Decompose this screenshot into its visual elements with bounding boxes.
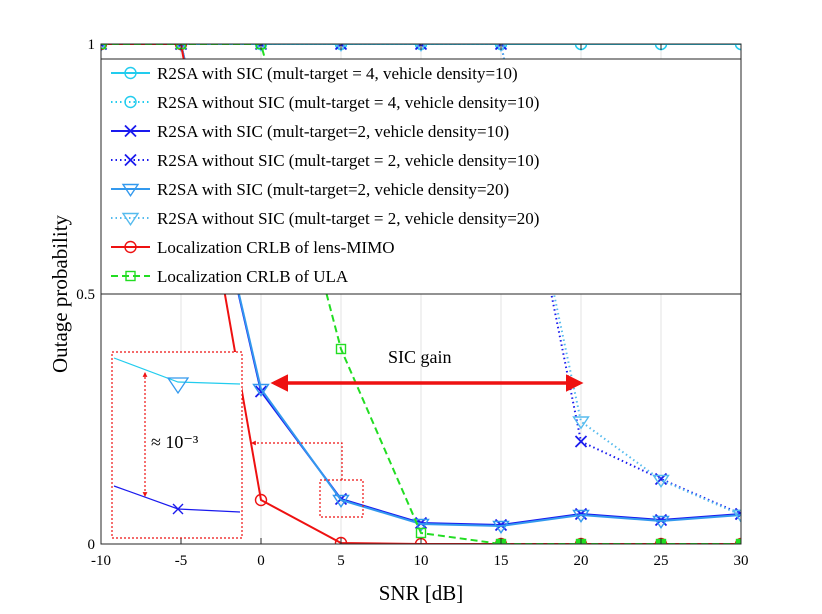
inset-curve-vd20 — [113, 357, 241, 385]
legend-label: Localization CRLB of ULA — [157, 267, 349, 286]
data-point — [101, 44, 107, 53]
legend-item: R2SA without SIC (mult-target = 4, vehic… — [111, 93, 539, 112]
data-point — [121, 212, 140, 227]
legend-item: R2SA with SIC (mult-target = 4, vehicle … — [111, 64, 518, 83]
x-tick-label: 0 — [257, 553, 265, 569]
x-tick-label: 30 — [734, 553, 749, 569]
data-point — [254, 493, 268, 507]
legend-label: R2SA with SIC (mult-target=2, vehicle de… — [157, 180, 509, 199]
data-point — [124, 66, 137, 80]
data-point — [124, 240, 137, 254]
y-tick-label: 0.5 — [76, 287, 95, 303]
legend-label: R2SA with SIC (mult-target=2, vehicle de… — [157, 122, 509, 141]
data-point — [494, 44, 508, 51]
legend-item: Localization CRLB of lens-MIMO — [111, 238, 395, 257]
data-point — [335, 343, 347, 355]
x-tick-label: -10 — [91, 553, 111, 569]
data-point — [121, 183, 140, 198]
data-point — [252, 383, 270, 398]
data-point — [334, 44, 348, 51]
annotations: SIC gain ≈ 10⁻³ — [111, 347, 584, 539]
x-tick-label: 15 — [494, 553, 509, 569]
x-tick-label: 20 — [574, 553, 589, 569]
zoom-connector-arrow — [251, 440, 343, 480]
y-tick-label: 1 — [88, 37, 96, 53]
legend-item: R2SA with SIC (mult-target=2, vehicle de… — [111, 122, 509, 141]
data-point — [732, 509, 741, 524]
series-line — [101, 44, 741, 515]
x-tick-label: 5 — [337, 553, 345, 569]
legend-item: Localization CRLB of ULA — [111, 267, 349, 286]
y-axis-label: Outage probability — [48, 214, 72, 373]
series-line — [101, 44, 741, 516]
data-point — [652, 515, 670, 530]
data-point — [124, 95, 137, 109]
data-point — [415, 44, 427, 53]
legend-label: Localization CRLB of lens-MIMO — [157, 238, 395, 257]
legend-label: R2SA with SIC (mult-target = 4, vehicle … — [157, 64, 518, 83]
legend-label: R2SA without SIC (mult-target = 2, vehic… — [157, 151, 539, 170]
series-line — [101, 44, 741, 544]
inset-gap-label: ≈ 10⁻³ — [151, 432, 199, 452]
data-point — [255, 44, 267, 53]
legend-item: R2SA without SIC (mult-target = 2, vehic… — [111, 209, 539, 228]
inset-marker-x — [172, 503, 184, 515]
data-point — [124, 124, 137, 138]
x-tick-label: 25 — [654, 553, 669, 569]
data-point — [572, 416, 590, 430]
inset-marker-triangle — [166, 377, 190, 395]
data-point — [414, 44, 428, 51]
series-6 — [101, 44, 741, 524]
data-point — [334, 536, 348, 544]
x-axis-label: SNR [dB] — [379, 581, 464, 605]
data-point — [254, 44, 268, 51]
data-point — [175, 44, 187, 53]
data-point — [412, 518, 430, 533]
x-tick-label: -5 — [175, 553, 188, 569]
data-point — [574, 435, 588, 448]
sic-gain-label: SIC gain — [388, 347, 452, 367]
data-point — [415, 527, 427, 539]
data-point — [335, 44, 347, 53]
legend-label: R2SA without SIC (mult-target = 4, vehic… — [157, 93, 539, 112]
data-point — [652, 474, 670, 489]
data-point — [332, 494, 350, 509]
data-point — [735, 538, 741, 544]
legend-item: R2SA without SIC (mult-target = 2, vehic… — [111, 151, 539, 170]
data-point — [124, 153, 137, 167]
axis-ticks: -10 -5 0 5 10 15 20 25 30 0 0.5 1 — [76, 37, 748, 569]
legend-item: R2SA with SIC (mult-target=2, vehicle de… — [111, 180, 509, 199]
legend-box — [100, 58, 742, 295]
data-point — [572, 509, 590, 524]
x-tick-label: 10 — [414, 553, 429, 569]
data-point — [125, 270, 136, 282]
data-point — [495, 44, 507, 53]
data-point — [492, 520, 510, 535]
legend-label: R2SA without SIC (mult-target = 2, vehic… — [157, 209, 539, 228]
legend: R2SA with SIC (mult-target = 4, vehicle … — [100, 58, 742, 295]
y-tick-label: 0 — [88, 537, 96, 553]
